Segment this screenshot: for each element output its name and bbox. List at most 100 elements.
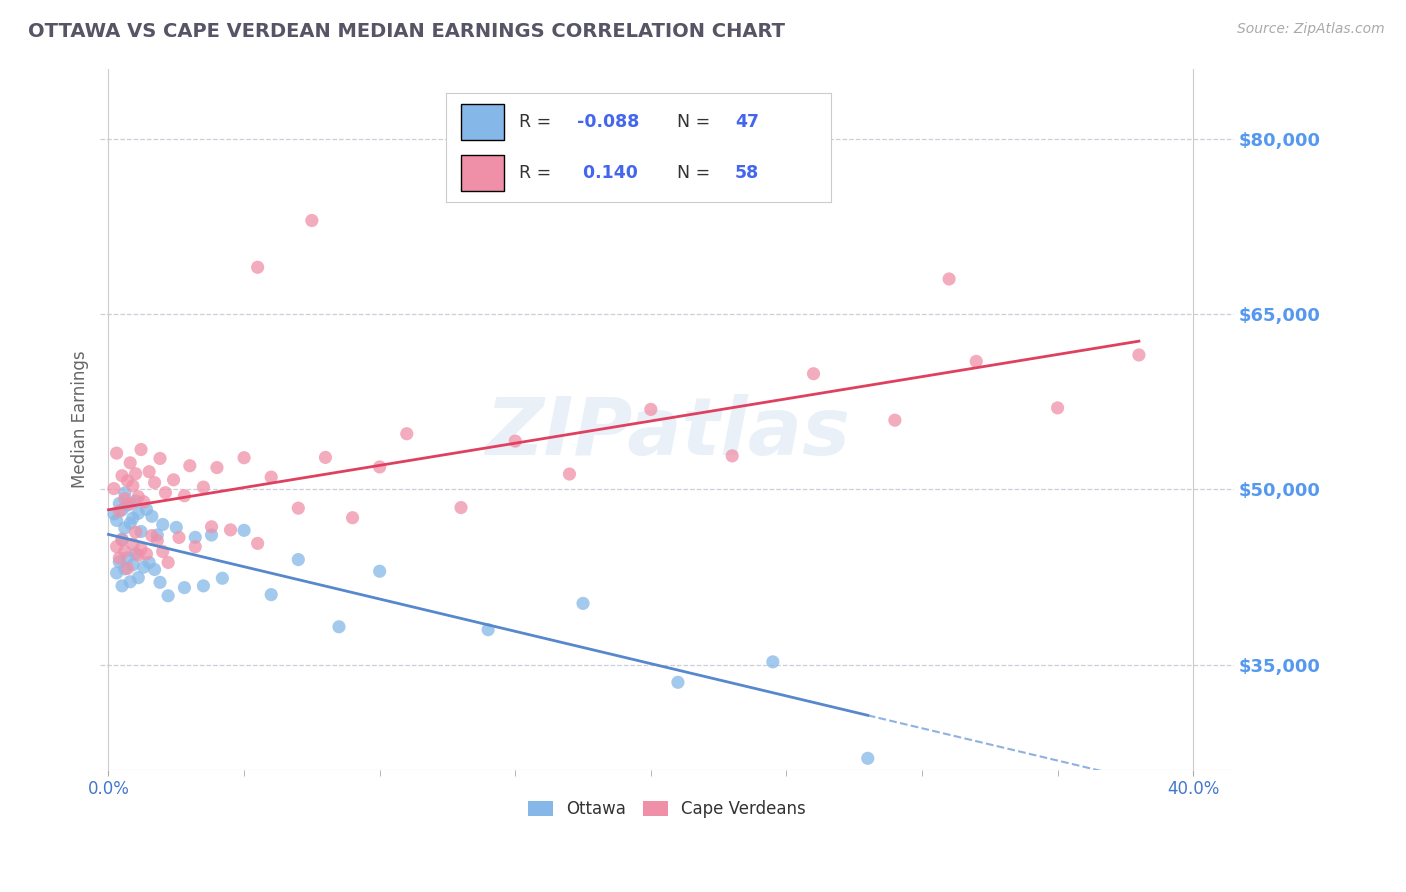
Point <box>184 530 207 544</box>
Point <box>146 528 169 542</box>
Point <box>127 507 149 521</box>
Point <box>132 494 155 508</box>
Point <box>173 489 195 503</box>
Point <box>108 555 131 569</box>
Point <box>157 556 180 570</box>
Point <box>149 451 172 466</box>
Point <box>193 579 215 593</box>
Point <box>246 260 269 275</box>
Point <box>167 531 190 545</box>
Point <box>368 459 391 474</box>
Point <box>132 560 155 574</box>
Point <box>120 574 142 589</box>
Point <box>572 596 595 610</box>
Point <box>1128 348 1150 362</box>
Point <box>138 556 160 570</box>
Point <box>114 521 136 535</box>
Point <box>314 450 336 465</box>
Point <box>162 473 184 487</box>
Point <box>219 523 242 537</box>
Point <box>105 513 128 527</box>
Point <box>184 540 207 554</box>
Y-axis label: Median Earnings: Median Earnings <box>72 351 89 488</box>
Point <box>146 533 169 548</box>
Point <box>127 490 149 504</box>
Point <box>211 571 233 585</box>
Point <box>152 544 174 558</box>
Point <box>856 751 879 765</box>
Point <box>152 517 174 532</box>
Point <box>105 566 128 580</box>
Legend: Ottawa, Cape Verdeans: Ottawa, Cape Verdeans <box>522 794 813 825</box>
Point <box>368 564 391 578</box>
Point <box>149 575 172 590</box>
Point <box>114 491 136 506</box>
Point <box>246 536 269 550</box>
Point <box>938 272 960 286</box>
Point <box>122 558 145 572</box>
Point <box>122 537 145 551</box>
Point <box>108 504 131 518</box>
Text: Source: ZipAtlas.com: Source: ZipAtlas.com <box>1237 22 1385 37</box>
Point <box>803 367 825 381</box>
Point <box>124 525 146 540</box>
Point <box>108 496 131 510</box>
Point <box>233 524 256 538</box>
Point <box>124 494 146 508</box>
Point <box>129 442 152 457</box>
Point <box>965 354 987 368</box>
Point <box>503 434 526 449</box>
Point <box>111 532 134 546</box>
Point <box>165 520 187 534</box>
Point <box>105 446 128 460</box>
Point <box>1046 401 1069 415</box>
Point <box>640 402 662 417</box>
Point <box>762 655 785 669</box>
Point <box>141 509 163 524</box>
Point <box>114 486 136 500</box>
Point <box>143 475 166 490</box>
Point <box>117 550 139 565</box>
Point <box>477 623 499 637</box>
Text: ZIPatlas: ZIPatlas <box>485 394 849 472</box>
Text: OTTAWA VS CAPE VERDEAN MEDIAN EARNINGS CORRELATION CHART: OTTAWA VS CAPE VERDEAN MEDIAN EARNINGS C… <box>28 22 785 41</box>
Point <box>124 547 146 561</box>
Point <box>200 528 222 542</box>
Point <box>205 460 228 475</box>
Point <box>233 450 256 465</box>
Point <box>141 528 163 542</box>
Point <box>200 520 222 534</box>
Point <box>124 467 146 481</box>
Point <box>103 507 125 521</box>
Point <box>342 510 364 524</box>
Point <box>129 541 152 556</box>
Point <box>173 581 195 595</box>
Point <box>120 516 142 531</box>
Point <box>883 413 905 427</box>
Point <box>122 511 145 525</box>
Point <box>143 562 166 576</box>
Point <box>260 470 283 484</box>
Point <box>135 547 157 561</box>
Point <box>114 544 136 558</box>
Point <box>287 552 309 566</box>
Point <box>666 675 689 690</box>
Point <box>120 497 142 511</box>
Point <box>558 467 581 481</box>
Point <box>122 479 145 493</box>
Point <box>127 571 149 585</box>
Point <box>114 562 136 576</box>
Point <box>111 503 134 517</box>
Point <box>129 524 152 539</box>
Point <box>103 482 125 496</box>
Point <box>117 561 139 575</box>
Point <box>721 449 744 463</box>
Point <box>395 426 418 441</box>
Point <box>120 456 142 470</box>
Point <box>287 501 309 516</box>
Point <box>117 498 139 512</box>
Point <box>450 500 472 515</box>
Point <box>155 485 177 500</box>
Point <box>157 589 180 603</box>
Point <box>301 213 323 227</box>
